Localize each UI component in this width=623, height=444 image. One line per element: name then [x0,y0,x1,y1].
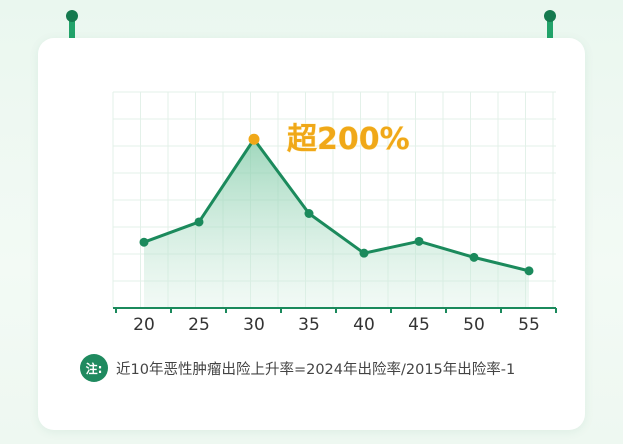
x-tick-label: 40 [353,315,375,335]
x-tick-label: 30 [243,315,265,335]
x-tick-label: 55 [518,315,540,335]
data-point [194,217,204,227]
footnote: 注: 近10年恶性肿瘤出险上升率=2024年出险率/2015年出险率-1 [80,354,515,382]
series-line [143,137,530,273]
highlight-point [248,133,260,145]
data-point [469,252,479,262]
note-text: 近10年恶性肿瘤出险上升率=2024年出险率/2015年出险率-1 [116,361,516,378]
data-point [414,236,424,246]
area-fill [144,139,529,308]
data-point [139,237,149,247]
x-tick-label: 25 [188,315,210,335]
highlight-label: 超200% [287,122,410,157]
x-tick-label: 50 [463,315,485,335]
x-tick-label: 45 [408,315,430,335]
data-point [304,209,314,218]
data-point [359,248,369,258]
x-tick-label: 35 [298,315,320,335]
x-tick-label: 20 [133,315,155,335]
data-point [524,266,534,276]
note-badge: 注: [80,354,108,382]
